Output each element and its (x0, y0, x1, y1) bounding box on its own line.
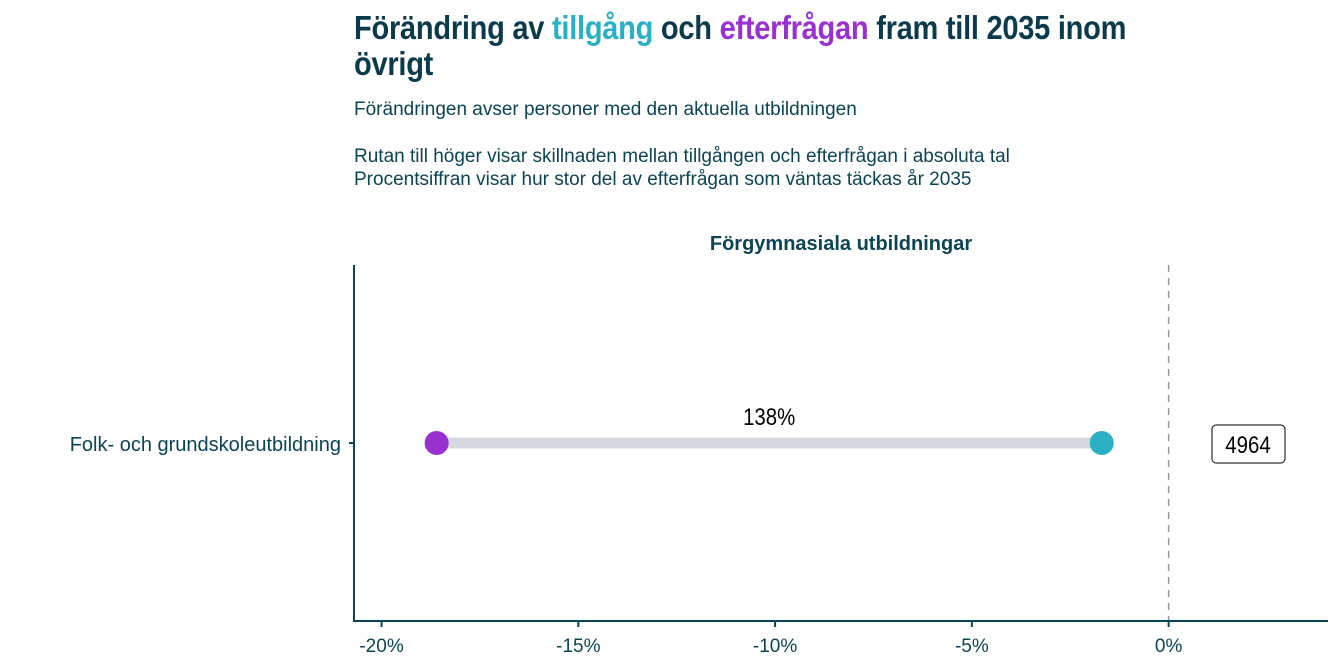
difference-label: 4964 (1225, 431, 1270, 458)
facet-title: Förgymnasiala utbildningar (710, 233, 972, 255)
chart-title: Förändring av tillgång och efterfrågan f… (354, 10, 1146, 82)
x-tick-label: -5% (955, 636, 989, 657)
subtitle: Förändringen avser personer med den aktu… (354, 99, 857, 120)
supply-point (1089, 431, 1114, 455)
category-label: Folk- och grundskoleutbildning (70, 434, 341, 456)
note-1: Rutan till höger visar skillnaden mellan… (354, 146, 1010, 167)
difference-box (1211, 424, 1286, 464)
x-tick-label: 0% (1155, 636, 1183, 657)
title-text: och (653, 9, 720, 46)
x-tick-label: -15% (556, 636, 600, 657)
title-supply: tillgång (552, 9, 654, 46)
coverage-label: 138% (743, 403, 795, 430)
x-tick-label: -10% (753, 636, 797, 657)
title-text: Förändring av (354, 9, 552, 46)
note-2: Procentsiffran visar hur stor del av eft… (354, 169, 972, 190)
title-text: fram till 2035 inom övrigt (354, 9, 1127, 82)
demand-point (424, 431, 449, 455)
x-tick-label: -20% (359, 636, 403, 657)
title-demand: efterfrågan (719, 9, 869, 46)
